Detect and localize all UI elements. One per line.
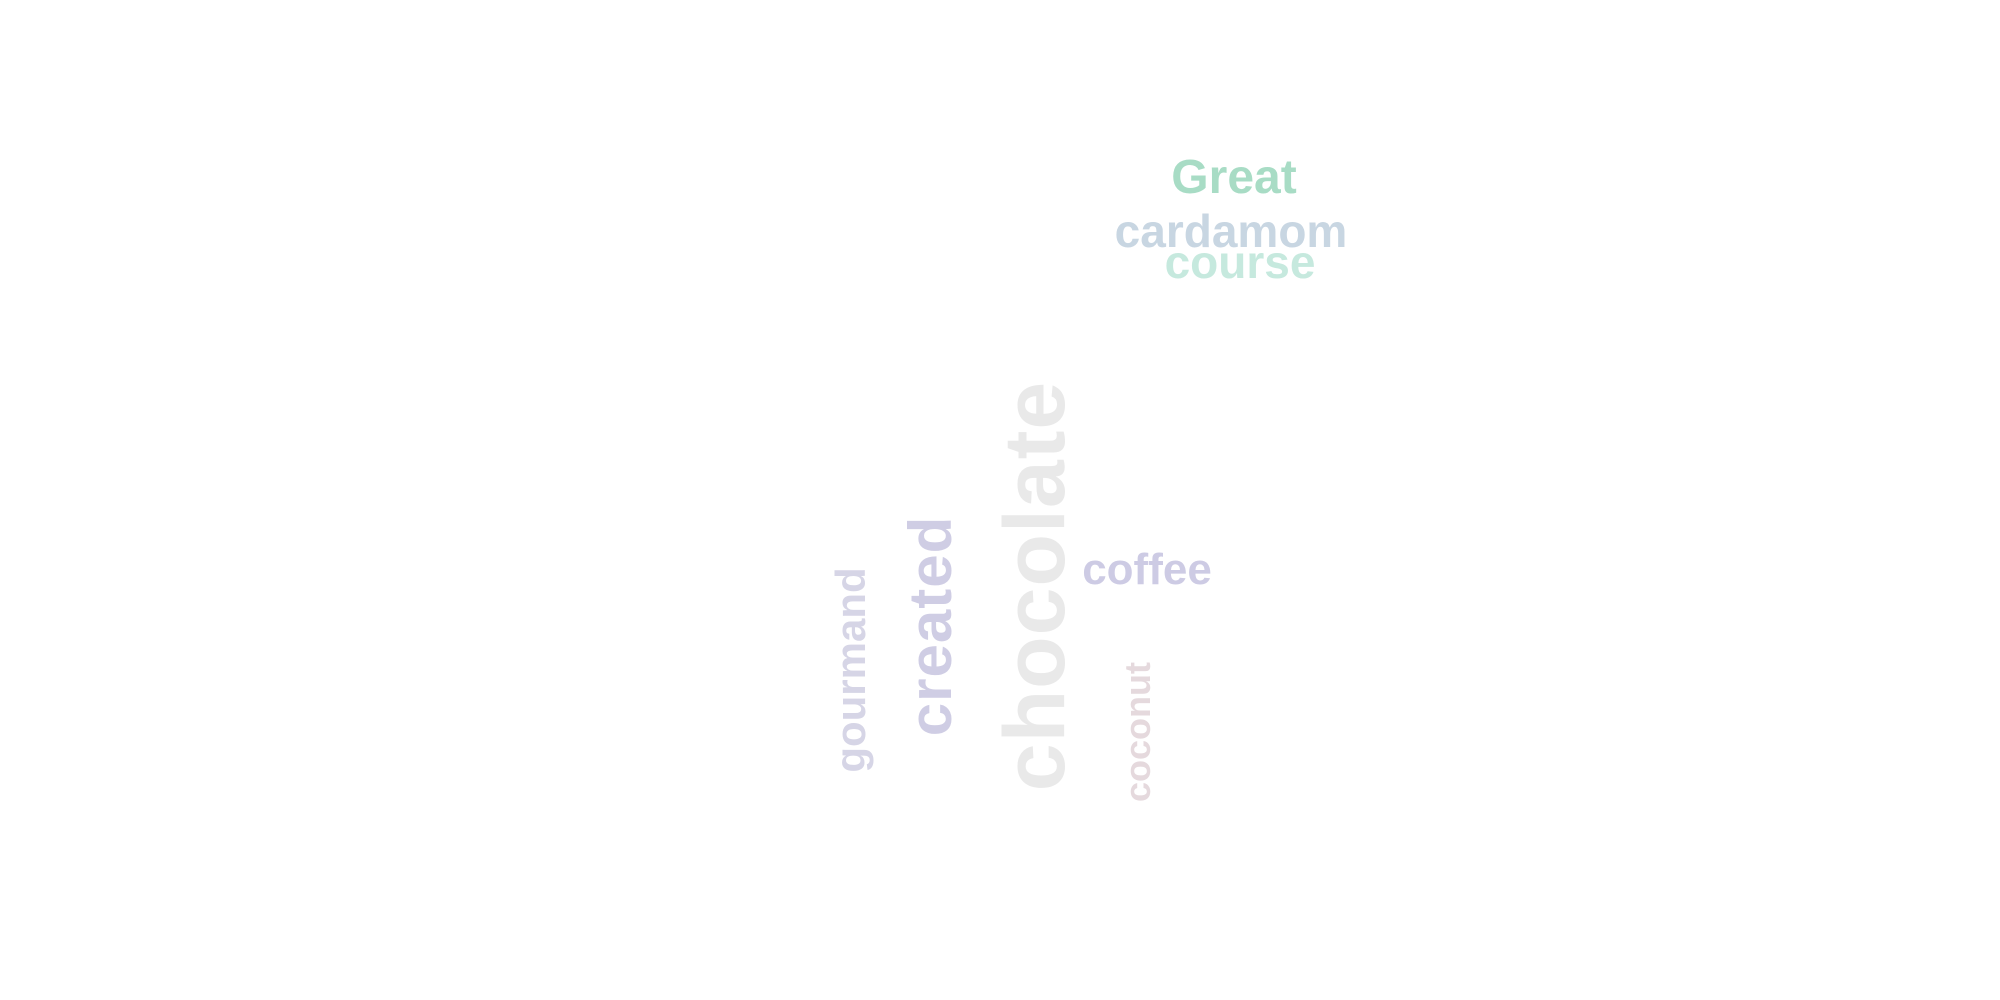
word-created: created	[897, 515, 964, 737]
word-coffee: coffee	[1082, 545, 1212, 594]
word-coconut: coconut	[1117, 662, 1158, 802]
word-gourmand: gourmand	[827, 567, 874, 773]
word-great: Great	[1171, 151, 1297, 204]
word-chocolate: chocolate	[987, 380, 1083, 792]
word-course: course	[1164, 236, 1316, 288]
word-cardamom: cardamom	[1114, 205, 1348, 257]
